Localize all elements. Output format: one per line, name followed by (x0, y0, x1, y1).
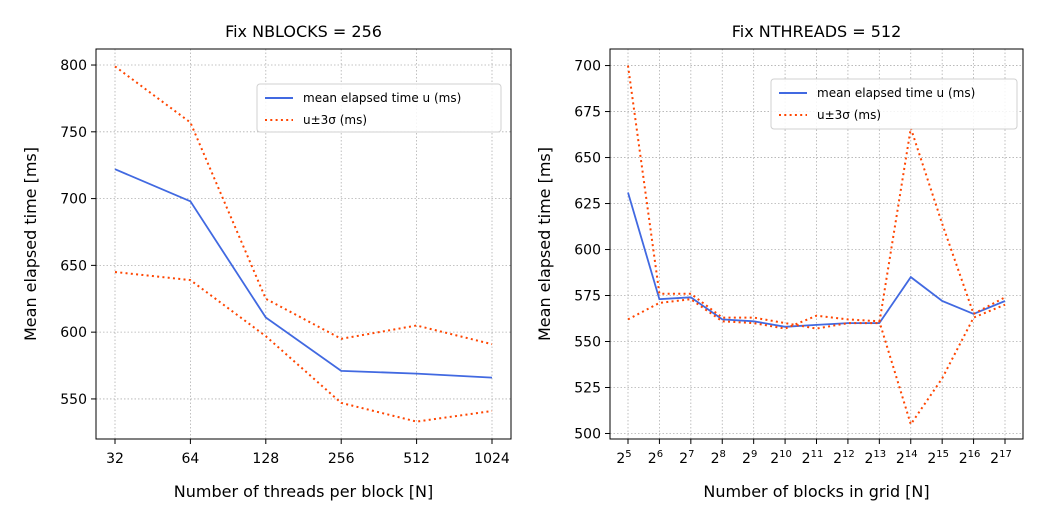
series-line-3 (627, 298, 1006, 427)
y-tick-label: 650 (60, 258, 87, 274)
legend-box (256, 83, 502, 133)
x-tick-label: 128 (252, 451, 279, 467)
chart-panel-2: 25 26 27 28 29 210 211 212 213 214 215 216 217 500 525… (535, 22, 1024, 501)
x-tick-label: 32 (106, 451, 124, 467)
x-tick-label: 27 (679, 449, 694, 467)
x-tick-label: 212 (833, 449, 855, 467)
x-axis-label: Number of threads per block [N] (174, 482, 433, 501)
x-tick-label: 217 (990, 449, 1012, 467)
chart-title: Fix NBLOCKS = 256 (225, 22, 382, 41)
x-tick-label: 256 (328, 451, 355, 467)
y-tick-label: 600 (574, 243, 601, 259)
y-tick-label: 625 (574, 197, 601, 213)
y-tick-label: 600 (60, 325, 87, 341)
x-tick-label: 214 (896, 449, 918, 467)
y-tick-label: 500 (574, 426, 601, 442)
series-line-1 (114, 168, 493, 379)
series-line-3 (114, 271, 493, 423)
y-axis-label: Mean elapsed time [ms] (21, 147, 40, 341)
x-tick-label: 210 (770, 449, 792, 467)
x-tick-label: 25 (616, 449, 631, 467)
x-tick-label: 29 (742, 449, 757, 467)
y-tick-label: 550 (574, 335, 601, 351)
x-tick-label: 215 (927, 449, 949, 467)
x-tick-label: 216 (959, 449, 981, 467)
y-tick-label: 800 (60, 58, 87, 74)
plot-frame (95, 48, 512, 440)
legend-box (770, 78, 1018, 130)
legend-label: u±3σ (ms) (303, 113, 367, 127)
x-tick-label: 213 (865, 449, 887, 467)
x-tick-label: 64 (181, 451, 199, 467)
y-tick-label: 700 (574, 59, 601, 75)
chart-panel-1: 32 64 128 256 512 1024 550 600 650 700 750 800 Fix N… (21, 22, 512, 501)
y-tick-label: 525 (574, 380, 601, 396)
legend-label: mean elapsed time u (ms) (817, 86, 975, 100)
x-tick-label: 28 (711, 449, 726, 467)
y-tick-label: 750 (60, 125, 87, 141)
chart-title: Fix NTHREADS = 512 (732, 22, 902, 41)
legend: mean elapsed time u (ms) u±3σ (ms) (256, 83, 502, 133)
x-tick-label: 512 (403, 451, 430, 467)
x-axis-label: Number of blocks in grid [N] (703, 482, 929, 501)
legend-label: mean elapsed time u (ms) (303, 91, 461, 105)
legend-label: u±3σ (ms) (817, 108, 881, 122)
y-tick-label: 675 (574, 105, 601, 121)
y-tick-label: 550 (60, 392, 87, 408)
y-tick-label: 700 (60, 192, 87, 208)
y-tick-label: 650 (574, 151, 601, 167)
x-tick-label: 1024 (474, 451, 510, 467)
x-tick-label: 26 (648, 449, 663, 467)
y-tick-label: 575 (574, 289, 601, 305)
y-axis-label: Mean elapsed time [ms] (535, 147, 554, 341)
series-line-2 (627, 65, 1006, 330)
legend: mean elapsed time u (ms) u±3σ (ms) (770, 78, 1018, 130)
x-tick-label: 211 (802, 449, 824, 467)
series-line-1 (627, 192, 1006, 328)
